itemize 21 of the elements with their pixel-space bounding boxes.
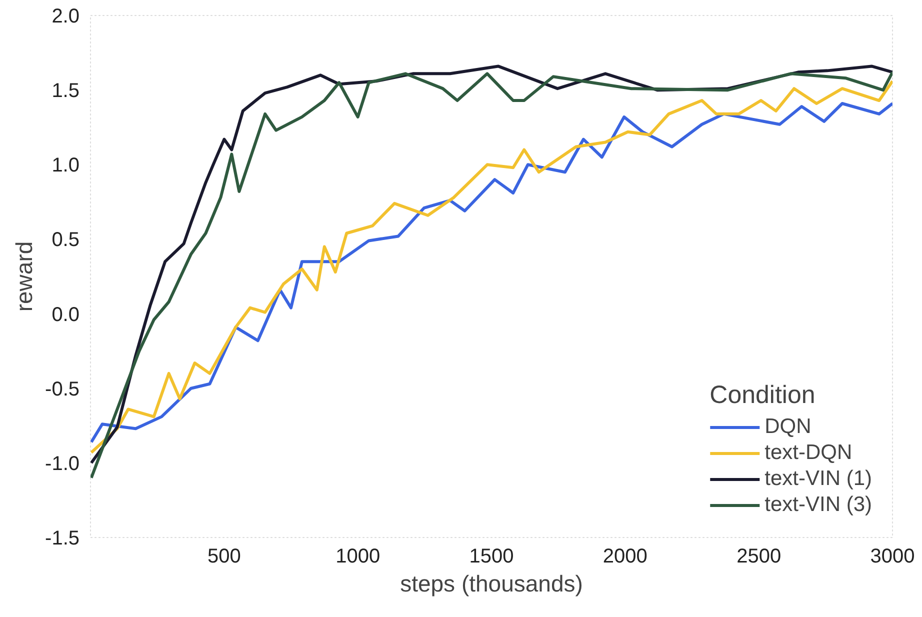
y-axis-title: reward: [11, 241, 38, 312]
y-tick-label: -1.5: [45, 528, 80, 550]
y-tick-label: -1.0: [45, 452, 80, 475]
legend-label: text-DQN: [764, 441, 852, 465]
x-tick-label: 2000: [602, 546, 648, 568]
x-tick-label: 2500: [736, 546, 782, 568]
legend-label: text-VIN (1): [764, 467, 872, 491]
y-tick-label: 2.0: [52, 6, 80, 28]
y-tick-label: 0.5: [52, 229, 80, 252]
legend-label: DQN: [764, 415, 812, 439]
legend-label: text-VIN (3): [764, 493, 872, 517]
y-tick-label: 1.0: [52, 154, 80, 177]
x-tick-label: 3000: [870, 546, 915, 568]
y-tick-label: 1.5: [52, 80, 80, 102]
x-tick-label: 1000: [336, 546, 380, 568]
y-tick-label: 0.0: [52, 304, 80, 326]
legend-title: Condition: [710, 381, 816, 410]
x-tick-label: 500: [207, 546, 241, 568]
x-tick-label: 1500: [469, 546, 514, 568]
x-axis-title: steps (thousands): [400, 570, 583, 596]
y-tick-label: -0.5: [45, 378, 80, 400]
